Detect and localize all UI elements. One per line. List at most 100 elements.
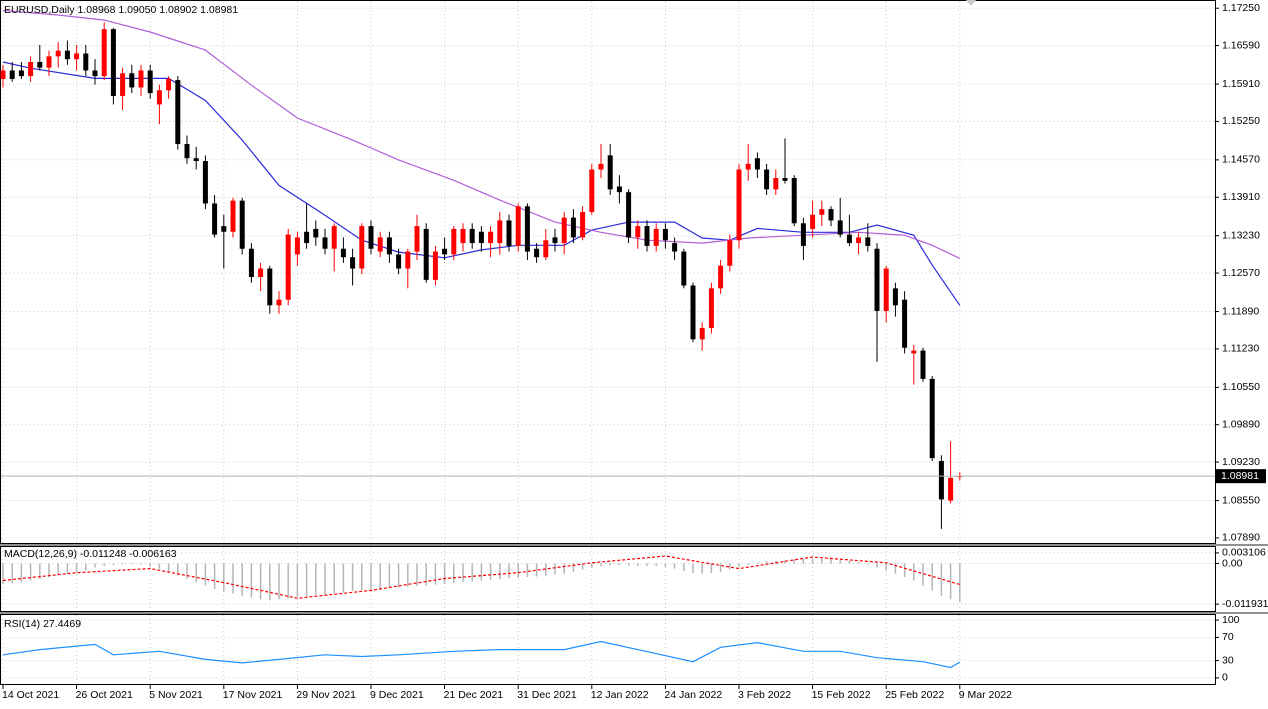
candle-body xyxy=(423,228,429,280)
candle-body xyxy=(607,155,613,190)
y-tick-label: 100 xyxy=(1222,614,1240,626)
candle-body xyxy=(745,163,751,170)
candle-body xyxy=(570,217,576,238)
candle-body xyxy=(534,248,540,258)
candle-body xyxy=(635,226,641,238)
shift-marker xyxy=(966,0,976,6)
y-tick-label: 1.11890 xyxy=(1222,305,1259,317)
candle-body xyxy=(800,223,806,246)
candle-body xyxy=(469,228,475,244)
candle-body xyxy=(37,61,43,68)
candle-body xyxy=(359,226,365,269)
y-tick-label: 1.17250 xyxy=(1222,2,1260,14)
candle-body xyxy=(460,228,466,244)
candle-body xyxy=(883,268,889,311)
candle-body xyxy=(202,161,208,204)
candle-body xyxy=(938,460,944,500)
candle-body xyxy=(396,254,402,269)
x-tick-label: 21 Dec 2021 xyxy=(444,689,504,701)
candle-body xyxy=(83,53,89,71)
candle-body xyxy=(699,327,705,340)
x-tick-label: 17 Nov 2021 xyxy=(223,689,283,701)
x-tick-label: 5 Nov 2021 xyxy=(149,689,203,701)
candle-body xyxy=(350,257,356,269)
candle-body xyxy=(543,240,549,258)
candle-body xyxy=(340,248,346,258)
candle-body xyxy=(497,220,503,244)
candle-body xyxy=(166,78,172,91)
macd-pane xyxy=(0,546,1216,612)
candle-body xyxy=(18,70,24,77)
rsi-pane xyxy=(0,614,1216,685)
y-tick-label: 1.14570 xyxy=(1222,154,1260,166)
candle-body xyxy=(212,203,218,235)
candle-body xyxy=(681,251,687,286)
candle-body xyxy=(506,220,512,246)
candle-body xyxy=(285,234,291,300)
x-tick-label: 15 Feb 2022 xyxy=(812,689,871,701)
x-tick-label: 3 Feb 2022 xyxy=(738,689,791,701)
candle-body xyxy=(764,169,770,190)
candle-body xyxy=(248,248,254,278)
candle-body xyxy=(386,237,392,255)
candle-body xyxy=(524,206,530,252)
candle-body xyxy=(856,237,862,244)
y-tick-label: 1.09890 xyxy=(1222,419,1260,431)
candle-body xyxy=(175,80,181,145)
candle-body xyxy=(773,177,779,190)
last-price-box xyxy=(1216,469,1266,484)
candle-body xyxy=(920,350,926,379)
candle-body xyxy=(672,243,678,252)
candle-body xyxy=(727,240,733,266)
x-tick-label: 31 Dec 2021 xyxy=(517,689,577,701)
y-tick-label: 1.15910 xyxy=(1222,78,1260,90)
y-tick-label: 1.09230 xyxy=(1222,456,1260,468)
candle-body xyxy=(28,61,34,77)
candle-body xyxy=(120,73,126,96)
y-tick-label: 0.003106 xyxy=(1222,547,1266,559)
y-tick-label: 1.13910 xyxy=(1222,191,1260,203)
candle-body xyxy=(74,53,80,60)
candle-body xyxy=(377,237,383,252)
candle-body xyxy=(911,350,917,354)
y-tick-label: 1.15250 xyxy=(1222,115,1260,127)
candle-body xyxy=(929,378,935,459)
candle-body xyxy=(267,268,273,306)
y-tick-label: 1.07890 xyxy=(1222,532,1260,544)
candle-body xyxy=(810,214,816,229)
y-tick-label: 70 xyxy=(1222,631,1234,643)
x-tick-label: 14 Oct 2021 xyxy=(2,689,59,701)
candle-body xyxy=(405,251,411,269)
candle-body xyxy=(708,288,714,328)
candle-body xyxy=(230,200,236,232)
candle-body xyxy=(147,70,153,94)
macd-title: MACD(12,26,9) -0.011248 -0.006163 xyxy=(4,548,177,560)
candle-body xyxy=(653,228,659,246)
x-tick-label: 12 Jan 2022 xyxy=(591,689,649,701)
candle-body xyxy=(9,70,15,79)
candle-body xyxy=(626,192,632,238)
candle-body xyxy=(846,234,852,244)
candle-body xyxy=(616,186,622,193)
candle-body xyxy=(129,73,135,88)
candle-body xyxy=(322,237,328,249)
y-tick-label: 1.10550 xyxy=(1222,381,1260,393)
y-tick-label: 0.00 xyxy=(1222,557,1243,569)
y-tick-label: 1.13230 xyxy=(1222,229,1260,241)
y-tick-label: 1.12570 xyxy=(1222,267,1260,279)
candle-body xyxy=(368,226,374,249)
candle-body xyxy=(442,248,448,255)
candle-body xyxy=(0,70,6,79)
candle-body xyxy=(294,237,300,255)
y-tick-label: 1.11230 xyxy=(1222,343,1259,355)
candle-body xyxy=(156,90,162,105)
candle-body xyxy=(46,56,52,68)
candle-body xyxy=(451,228,457,255)
candle-body xyxy=(580,211,586,238)
candle-body xyxy=(598,163,604,170)
candle-body xyxy=(515,206,521,246)
x-tick-label: 26 Oct 2021 xyxy=(76,689,133,701)
